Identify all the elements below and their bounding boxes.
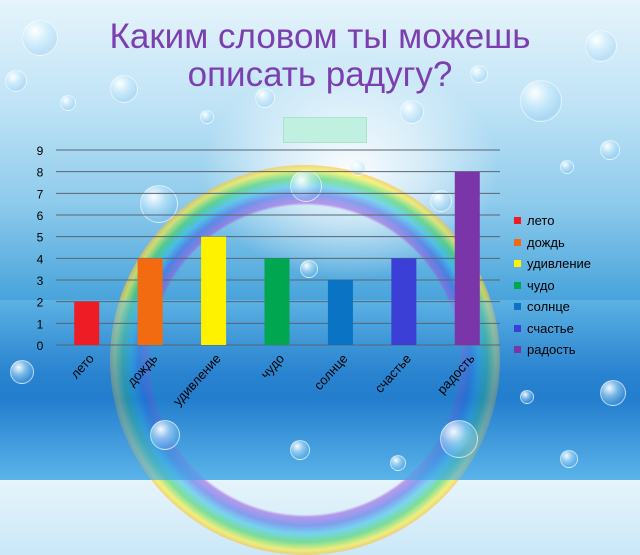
x-tick-label: счастье: [372, 351, 414, 396]
legend-swatch: [514, 281, 521, 289]
page-title: Каким словом ты можешь описать радугу?: [20, 18, 620, 94]
x-tick-label: солнце: [311, 351, 351, 393]
x-tick-label: радость: [434, 351, 478, 397]
chart-legend: лето дождь удивление чудо солнце счастье радос…: [514, 210, 624, 361]
legend-swatch: [514, 217, 521, 225]
legend-label: лето: [527, 213, 555, 229]
legend-swatch: [514, 346, 521, 354]
x-tick-label: дождь: [124, 351, 161, 389]
legend-item: дождь: [514, 232, 624, 254]
legend-swatch: [514, 303, 521, 311]
legend-item: чудо: [514, 275, 624, 297]
legend-item: лето: [514, 210, 624, 232]
legend-swatch: [514, 324, 521, 332]
legend-item: радость: [514, 339, 624, 361]
y-tick-label: 2: [37, 296, 44, 310]
x-tick-label: лето: [67, 351, 96, 381]
title-line-1: Каким словом ты можешь: [109, 17, 531, 56]
bar-дождь: [137, 258, 163, 345]
legend-label: радость: [527, 342, 576, 358]
y-tick-label: 4: [37, 252, 44, 266]
legend-label: солнце: [527, 299, 570, 315]
y-tick-label: 6: [37, 209, 44, 223]
legend-label: дождь: [527, 234, 565, 250]
bar-солнце: [327, 280, 353, 345]
x-tick-label: чудо: [258, 351, 288, 382]
legend-item: удивление: [514, 253, 624, 275]
legend-label: удивление: [527, 256, 592, 272]
y-tick-label: 7: [37, 187, 44, 201]
y-tick-label: 8: [37, 166, 44, 180]
bar-радость: [454, 171, 480, 345]
y-tick-label: 1: [37, 317, 44, 331]
legend-swatch: [514, 238, 521, 246]
bar-удивление: [201, 236, 227, 345]
bar-chart: 0 1 2 3 4 5 6 7 8 9 лето дождь удивление чудо солнце сч…: [37, 144, 500, 409]
legend-item: солнце: [514, 296, 624, 318]
x-tick-label: удивление: [170, 351, 224, 409]
y-tick-label: 9: [37, 144, 44, 158]
legend-label: счастье: [527, 320, 574, 336]
bar-чудо: [264, 258, 290, 345]
y-tick-label: 3: [37, 274, 44, 288]
y-tick-label: 0: [37, 339, 44, 353]
legend-label: чудо: [527, 277, 555, 293]
y-tick-label: 5: [37, 231, 44, 245]
legend-swatch: [514, 260, 521, 268]
bar-счастье: [391, 258, 417, 345]
legend-item: счастье: [514, 318, 624, 340]
title-line-2: описать радугу?: [187, 55, 453, 94]
teal-label-box: [283, 117, 367, 143]
bar-лето: [74, 301, 100, 345]
